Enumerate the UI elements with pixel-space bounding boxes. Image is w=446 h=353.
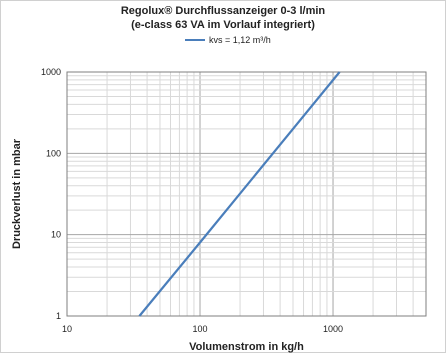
x-tick-label: 100	[192, 324, 207, 334]
plot-area-border	[66, 71, 427, 317]
x-tick-label: 1000	[323, 324, 343, 334]
legend-entry-label: kvs = 1,12 m³/h	[209, 35, 271, 45]
y-tick-label: 100	[46, 148, 61, 158]
y-tick-label: 1000	[41, 67, 61, 77]
y-tick-label: 1	[56, 311, 61, 321]
chart-subtitle: (e-class 63 VA im Vorlauf integriert)	[131, 19, 315, 31]
y-axis-label: Druckverlust in mbar	[11, 138, 23, 249]
grid-lines	[67, 72, 426, 316]
chart-legend: kvs = 1,12 m³/h	[185, 34, 271, 46]
legend-line-swatch	[185, 39, 205, 41]
chart-title: Regolux® Durchflussanzeiger 0-3 l/min	[120, 5, 326, 17]
x-axis-label: Volumenstrom in kg/h	[189, 341, 304, 353]
series-layer	[138, 71, 341, 317]
series-line-0	[138, 71, 341, 317]
y-tick-label: 10	[51, 230, 61, 240]
x-tick-label: 10	[62, 324, 72, 334]
